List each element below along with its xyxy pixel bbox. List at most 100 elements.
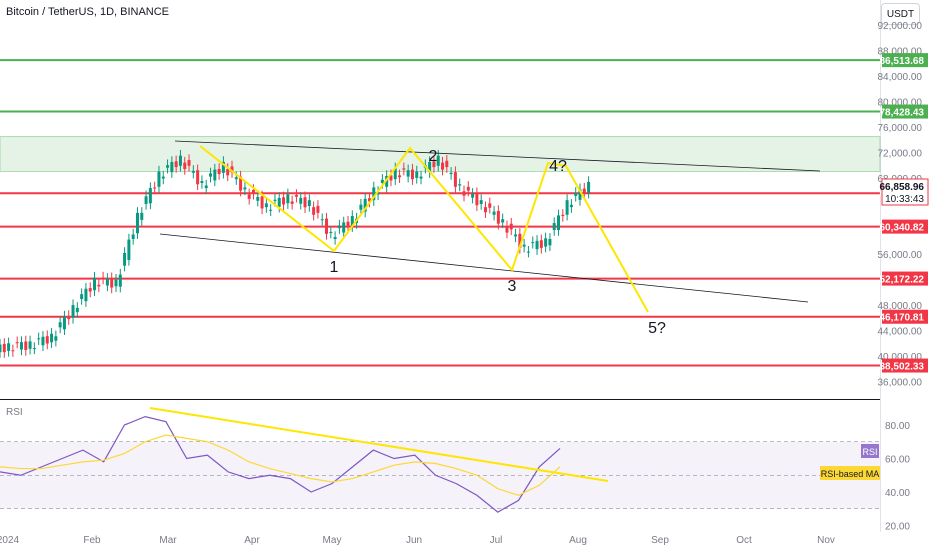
candle-body xyxy=(398,175,402,178)
candle-body xyxy=(436,155,440,166)
candle-body xyxy=(183,162,187,169)
resistance-zone xyxy=(0,136,881,173)
candle-body xyxy=(462,191,466,196)
candle-body xyxy=(28,341,32,349)
candle-body xyxy=(234,177,238,180)
candle-body xyxy=(367,198,371,202)
candle-body xyxy=(213,169,217,181)
candle-body xyxy=(505,226,509,233)
candle-body xyxy=(135,212,139,234)
candle-body xyxy=(114,279,118,287)
candle-body xyxy=(325,218,329,234)
candle-body xyxy=(466,186,470,191)
candle-body xyxy=(217,168,221,175)
candle-body xyxy=(54,336,58,341)
channel-upper-line xyxy=(174,140,821,172)
rsi-tick: 20.00 xyxy=(885,522,910,533)
candle-body xyxy=(492,211,496,215)
countdown-label: 10:33:43 xyxy=(885,194,924,205)
candle-body xyxy=(501,219,505,223)
candle-body xyxy=(544,238,548,247)
candle-body xyxy=(144,196,148,204)
rsi-band xyxy=(0,441,880,509)
candle-body xyxy=(277,197,281,207)
candle-body xyxy=(479,200,483,204)
time-label: 2024 xyxy=(0,535,20,546)
time-label: Mar xyxy=(159,535,177,546)
time-label: May xyxy=(323,535,342,546)
rsi-pane-title: RSI xyxy=(6,407,23,418)
candle-body xyxy=(191,170,195,173)
time-label: Jul xyxy=(490,535,503,546)
candle-body xyxy=(509,223,513,230)
time-label: Sep xyxy=(651,535,669,546)
candle-body xyxy=(243,187,247,190)
candle-body xyxy=(230,166,234,173)
level-label-bg xyxy=(882,219,928,234)
time-label: Feb xyxy=(83,535,101,546)
rsi-tick: 60.00 xyxy=(885,455,910,466)
candle-body xyxy=(127,239,131,260)
candle-body xyxy=(582,188,586,194)
candle-body xyxy=(522,244,526,247)
candle-body xyxy=(312,207,316,215)
candle-body xyxy=(251,189,255,194)
last-price-box xyxy=(881,178,929,206)
candle-body xyxy=(161,176,165,179)
candle-body xyxy=(148,188,152,204)
level-label-bg xyxy=(882,53,928,68)
candle-body xyxy=(204,185,208,189)
candle-body xyxy=(419,176,423,179)
candle-body xyxy=(587,181,591,193)
candle-body xyxy=(569,204,573,208)
candle-body xyxy=(432,161,436,168)
candle-body xyxy=(406,170,410,177)
candle-body xyxy=(350,216,354,227)
pane-divider[interactable] xyxy=(0,399,880,400)
rsi-badge: RSI xyxy=(862,447,877,457)
candle-body xyxy=(239,176,243,191)
candle-body xyxy=(578,189,582,200)
candle-body xyxy=(393,168,397,180)
candle-body xyxy=(458,184,462,186)
candle-body xyxy=(247,194,251,199)
candle-body xyxy=(45,336,49,344)
candle-body xyxy=(62,316,66,330)
candle-body xyxy=(294,194,298,197)
candle-body xyxy=(333,237,337,239)
price-tick: 44,000.00 xyxy=(878,327,923,338)
level-label-bg xyxy=(882,358,928,373)
rsi-line xyxy=(0,415,561,513)
candle-body xyxy=(415,171,419,178)
candle-body xyxy=(359,204,363,210)
candle-body xyxy=(372,187,376,201)
candle-body xyxy=(483,207,487,213)
candle-body xyxy=(105,278,109,286)
candle-body xyxy=(337,225,341,229)
candle-body xyxy=(273,199,277,201)
level-label: 38,502.33 xyxy=(880,362,925,373)
candle-body xyxy=(84,288,88,302)
level-label: 60,340.82 xyxy=(880,223,925,234)
candle-body xyxy=(140,212,144,220)
wave-label: 1 xyxy=(330,259,339,276)
candle-body xyxy=(24,341,28,351)
candle-body xyxy=(200,181,204,183)
candle-body xyxy=(303,197,307,208)
candle-body xyxy=(97,284,101,287)
candle-body xyxy=(445,160,449,168)
candle-body xyxy=(110,278,114,288)
candle-body xyxy=(50,333,54,343)
candle-body xyxy=(80,294,84,300)
currency-button[interactable]: USDT xyxy=(881,3,920,25)
time-label: Oct xyxy=(736,535,752,546)
level-label: 46,170.81 xyxy=(880,313,925,324)
candle-body xyxy=(539,240,543,248)
candle-body xyxy=(552,223,556,231)
candle-body xyxy=(166,165,170,168)
candle-body xyxy=(286,194,290,204)
candle-body xyxy=(428,161,432,173)
candle-body xyxy=(389,175,393,181)
candle-body xyxy=(342,222,346,233)
